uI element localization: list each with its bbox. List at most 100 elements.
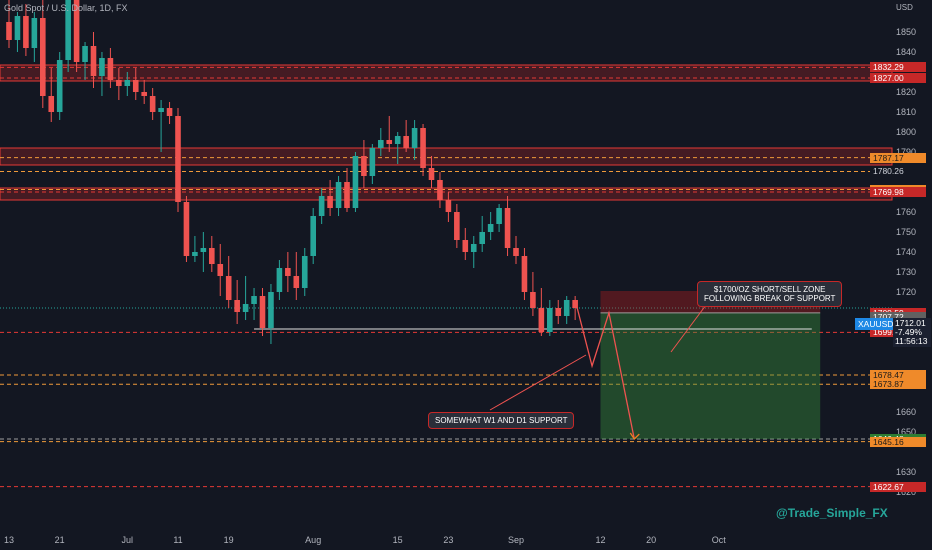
candle-body-54 xyxy=(462,240,469,252)
candle-body-49 xyxy=(420,128,426,168)
sell-zone-note-line1: $1700/OZ SHORT/SELL ZONE xyxy=(713,285,826,294)
candle-body-4 xyxy=(40,18,46,96)
candle-body-29 xyxy=(251,296,257,304)
price-label: 1645.16 xyxy=(870,436,926,447)
candle-body-65 xyxy=(555,308,562,316)
x-tick-label: 19 xyxy=(223,535,234,545)
current-price: 1712.01 xyxy=(895,318,926,328)
candle-body-28 xyxy=(242,304,249,312)
candle-body-2 xyxy=(23,16,29,48)
current-price-box: 1712.01 -7.49% 11:56:13 xyxy=(893,318,931,347)
candle-body-47 xyxy=(403,136,409,148)
candle-body-45 xyxy=(386,140,393,144)
y-tick-label: 1660 xyxy=(896,407,917,417)
candle-body-23 xyxy=(200,248,207,252)
candle-body-58 xyxy=(496,208,502,224)
x-tick-label: 15 xyxy=(392,535,403,545)
candle-body-61 xyxy=(521,256,528,292)
x-tick-label: Oct xyxy=(711,535,726,545)
x-tick-label: 23 xyxy=(443,535,454,545)
price-label: 1707.72 xyxy=(870,311,926,322)
price-label: 1827.00 xyxy=(870,73,926,83)
candle-body-19 xyxy=(166,108,173,116)
x-tick-label: Jul xyxy=(121,535,134,545)
candle-body-55 xyxy=(470,244,477,252)
current-change: -7.49% xyxy=(895,327,922,337)
price-label: 1678.47 xyxy=(870,370,926,381)
x-tick-label: 12 xyxy=(595,535,606,545)
price-label: 1673.87 xyxy=(870,379,926,390)
candle-body-59 xyxy=(504,208,511,248)
y-tick-label: 1720 xyxy=(896,287,917,297)
candle-body-35 xyxy=(301,256,308,288)
candle-body-1 xyxy=(14,16,21,40)
y-tick-label: 1850 xyxy=(896,27,917,37)
y-tick-label: 1630 xyxy=(896,467,917,477)
candle-body-41 xyxy=(352,156,359,208)
candle-body-7 xyxy=(65,0,71,60)
bar-countdown: 11:56:13 xyxy=(895,336,928,346)
candle-body-52 xyxy=(445,200,452,212)
candle-body-6 xyxy=(56,60,63,112)
resistance-zone-1 xyxy=(0,147,893,166)
candle-body-36 xyxy=(310,216,316,256)
candle-body-0 xyxy=(6,22,12,40)
candle-body-34 xyxy=(293,276,300,288)
candle-body-37 xyxy=(318,196,325,216)
candle-body-67 xyxy=(572,300,578,308)
candle-body-53 xyxy=(454,212,460,240)
y-tick-label: 1750 xyxy=(896,227,917,237)
candle-body-13 xyxy=(116,80,122,86)
candle-body-51 xyxy=(437,180,443,200)
candle-body-11 xyxy=(99,58,105,76)
chart-title: Gold Spot / U.S. Dollar, 1D, FX xyxy=(4,3,128,13)
x-tick-label: 11 xyxy=(173,535,183,545)
sell-zone-note-line2: FOLLOWING BREAK OF SUPPORT xyxy=(704,294,836,303)
candle-body-31 xyxy=(268,292,274,328)
price-label: 1787.17 xyxy=(870,152,926,163)
candle-body-30 xyxy=(259,296,266,328)
x-tick-label: Aug xyxy=(305,535,322,545)
candle-body-43 xyxy=(369,148,376,176)
price-label: 1769.98 xyxy=(870,187,926,198)
candle-body-14 xyxy=(124,80,131,86)
candle-body-17 xyxy=(149,96,156,112)
x-tick-label: Sep xyxy=(507,535,525,545)
sell-zone-note[interactable]: $1700/OZ SHORT/SELL ZONE FOLLOWING BREAK… xyxy=(697,281,843,307)
symbol-badge: XAUUSD xyxy=(855,318,897,330)
candle-body-66 xyxy=(563,300,570,316)
candle-body-64 xyxy=(547,308,553,332)
y-tick-label: 1810 xyxy=(896,107,917,117)
price-label: 1832.29 xyxy=(870,62,926,73)
candle-body-56 xyxy=(479,232,485,244)
price-label: 1780.26 xyxy=(870,166,926,177)
candle-body-33 xyxy=(285,268,291,276)
take-profit-area xyxy=(600,312,821,440)
candle-body-26 xyxy=(225,276,232,300)
candle-body-27 xyxy=(234,300,240,312)
projected-path xyxy=(574,299,635,440)
y-tick-label: 1800 xyxy=(896,127,917,137)
candle-body-42 xyxy=(361,156,367,176)
candle-body-15 xyxy=(132,80,139,92)
y-tick-label: 1650 xyxy=(896,427,917,437)
candle-body-20 xyxy=(175,116,181,202)
y-tick-label: 1620 xyxy=(896,487,917,497)
candle-body-25 xyxy=(217,264,224,276)
candle-body-8 xyxy=(73,0,80,62)
candle-body-57 xyxy=(487,224,494,232)
candle-body-48 xyxy=(411,128,418,148)
candle-body-63 xyxy=(538,308,545,332)
candle-body-24 xyxy=(209,248,215,264)
support-note[interactable]: SOMEWHAT W1 AND D1 SUPPORT xyxy=(428,412,575,429)
candle-body-5 xyxy=(48,96,55,112)
candle-body-21 xyxy=(183,202,190,256)
x-tick-label: 21 xyxy=(54,535,65,545)
currency-label: USD xyxy=(896,3,913,12)
candle-body-40 xyxy=(344,182,350,208)
y-tick-label: 1730 xyxy=(896,267,917,277)
x-tick-label: 20 xyxy=(646,535,657,545)
candle-body-16 xyxy=(141,92,147,96)
y-tick-label: 1820 xyxy=(896,87,917,97)
